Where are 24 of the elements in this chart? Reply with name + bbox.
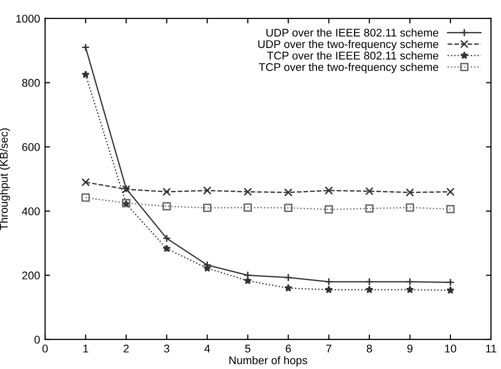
- x-tick-label: 3: [164, 344, 170, 353]
- y-tick-label: 800: [22, 78, 40, 87]
- x-tick-label: 9: [407, 344, 412, 353]
- x-tick-label: 10: [445, 344, 456, 353]
- y-tick-label: 0: [34, 336, 40, 344]
- x-tick-label: 2: [124, 344, 129, 352]
- y-axis-title: Throughput (KB/sec): [0, 128, 10, 230]
- x-tick-label: 1: [83, 344, 88, 352]
- legend-label: TCP over the two-frequency scheme: [258, 62, 438, 74]
- x-tick-label: 7: [326, 344, 332, 352]
- y-tick-label: 1000: [16, 14, 40, 23]
- x-axis-title: Number of hops: [229, 356, 308, 366]
- y-tick-label: 600: [22, 143, 40, 151]
- x-tick-label: 11: [486, 344, 496, 352]
- y-tick-label: 200: [22, 272, 40, 280]
- y-tick-label: 400: [22, 207, 40, 216]
- x-tick-label: 6: [286, 344, 291, 353]
- x-tick-label: 8: [366, 344, 372, 353]
- legend-label: UDP over the IEEE 802.11 scheme: [266, 28, 438, 37]
- legend-label: UDP over the two-frequency scheme: [258, 40, 438, 50]
- x-tick-label: 0: [42, 344, 48, 353]
- x-tick-label: 4: [204, 344, 210, 352]
- x-tick-label: 5: [245, 344, 250, 353]
- legend-label: TCP over the IEEE 802.11 scheme: [267, 51, 438, 60]
